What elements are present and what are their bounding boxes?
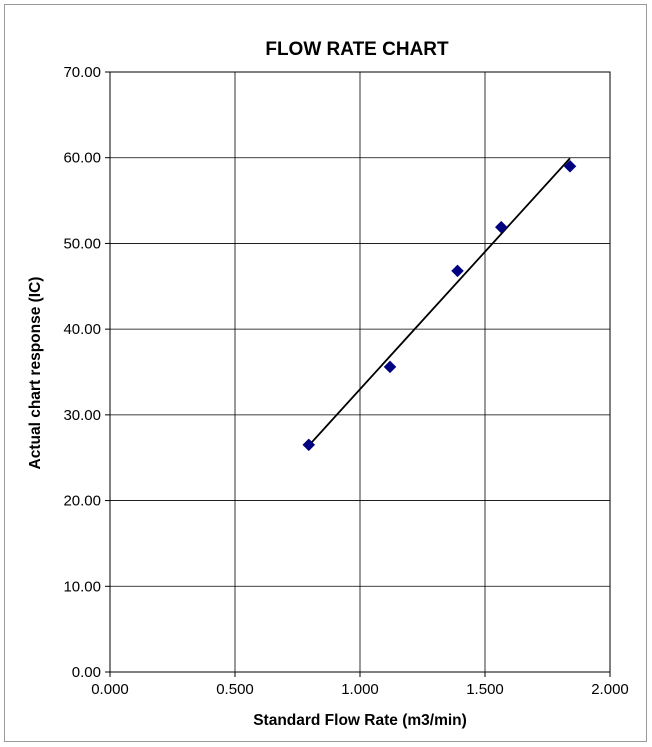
x-tick-label: 1.500	[466, 681, 504, 698]
y-tick-label: 20.00	[63, 493, 101, 510]
data-point-diamond	[563, 159, 577, 173]
y-tick-label: 60.00	[63, 150, 101, 167]
chart-title: FLOW RATE CHART	[265, 39, 449, 60]
data-point-diamond	[383, 360, 397, 374]
data-point-diamond	[451, 264, 464, 278]
x-tick-label: 2.000	[591, 681, 629, 698]
y-tick-label: 50.00	[63, 235, 101, 252]
y-tick-label: 30.00	[63, 407, 101, 424]
y-axis-title: Actual chart response (IC)	[27, 277, 44, 470]
y-tick-label: 40.00	[63, 321, 101, 338]
data-point-diamond	[302, 438, 316, 452]
axis-ticks: 0.00 10.00 20.00 30.00 40.00 50.00 60.00 70.00 0…	[63, 64, 628, 698]
trendline	[308, 157, 571, 447]
data-points	[302, 159, 577, 452]
chart-frame	[4, 4, 647, 742]
x-tick-label: 0.000	[91, 681, 129, 698]
y-tick-label: 70.00	[63, 64, 101, 81]
y-tick-label: 0.00	[72, 664, 101, 681]
grid-lines	[109, 71, 611, 673]
x-axis-title: Standard Flow Rate (m3/min)	[253, 712, 467, 729]
x-tick-label: 1.000	[341, 681, 379, 698]
linear-trendline	[308, 157, 571, 447]
x-tick-label: 0.500	[216, 681, 254, 698]
y-tick-label: 10.00	[63, 578, 101, 595]
data-point-diamond	[494, 220, 508, 234]
